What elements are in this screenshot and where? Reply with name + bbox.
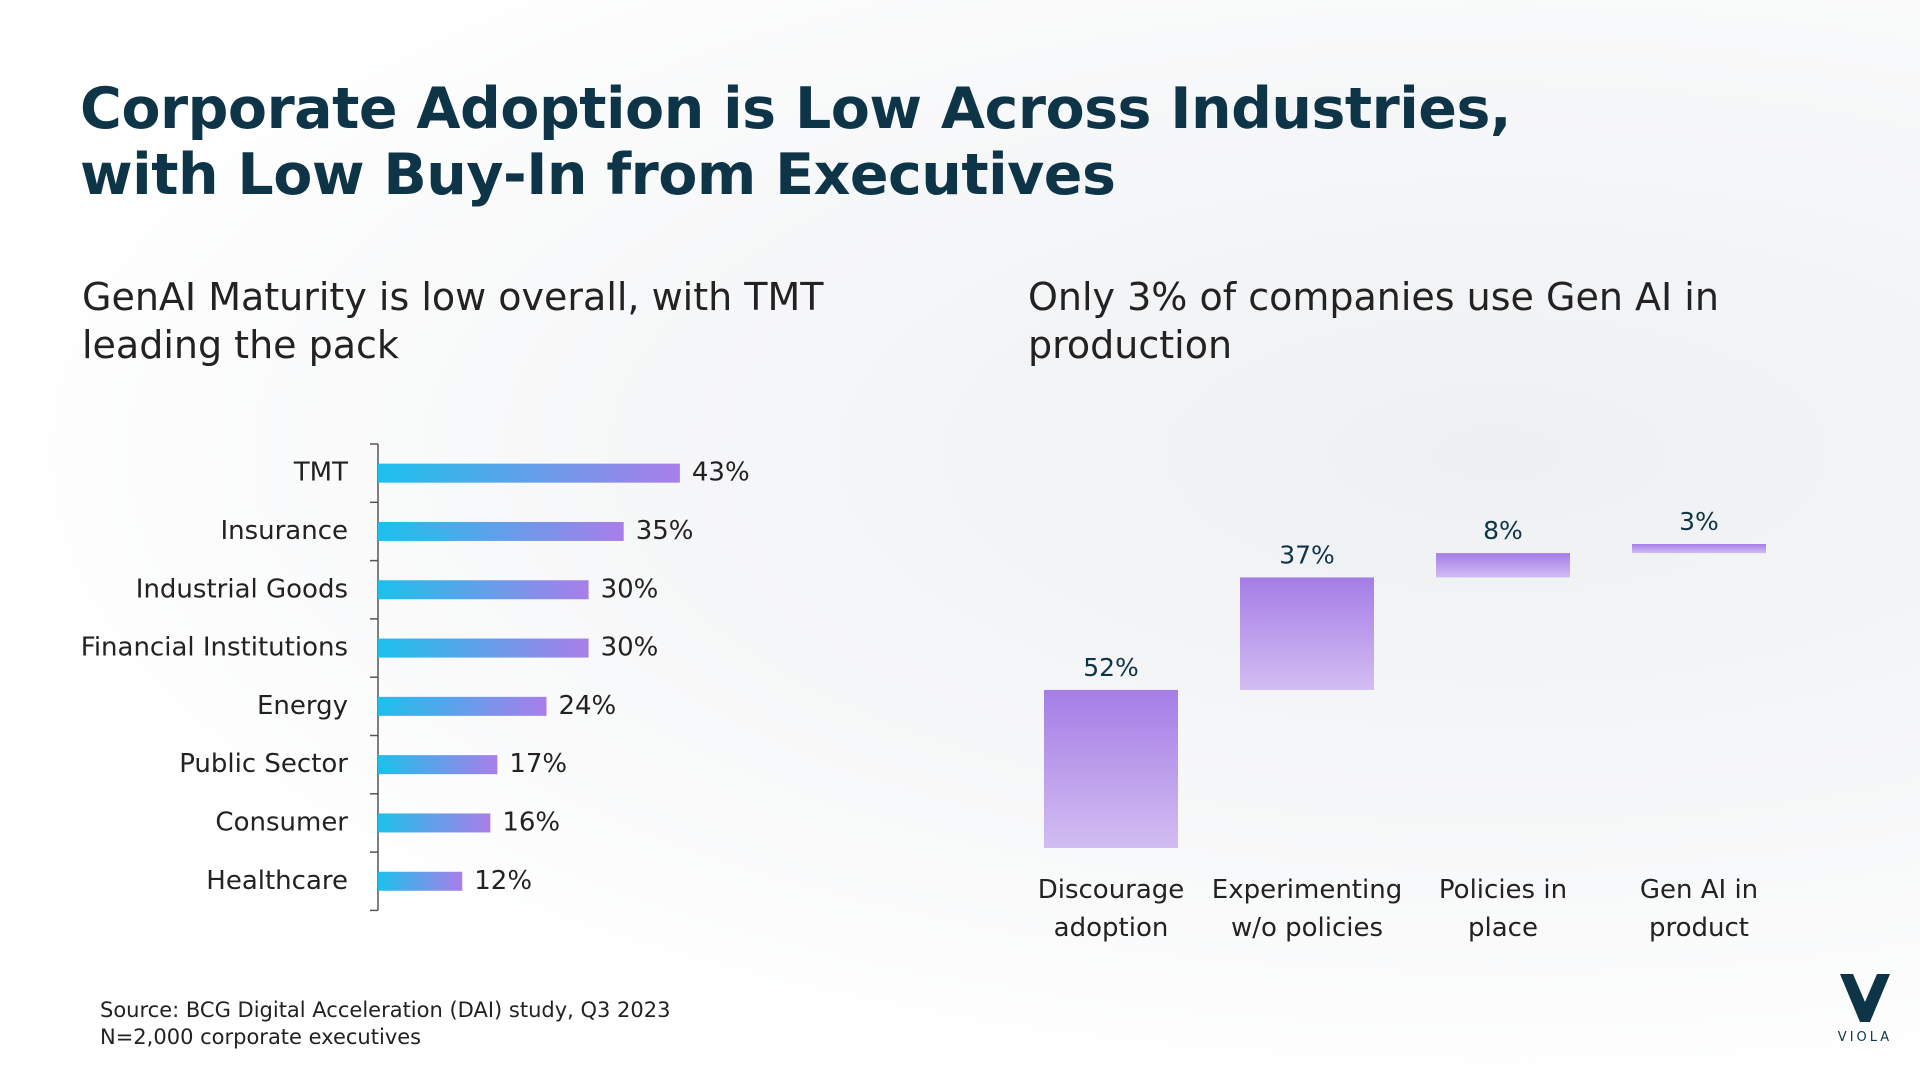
industry-maturity-bar-chart: TMT 43% Insurance 35% Industrial Goods 30% Fin… [81, 443, 750, 912]
sample-size-line: N=2,000 corporate executives [100, 1025, 422, 1049]
category-label: Public Sector [179, 749, 348, 779]
bar [378, 696, 547, 716]
value-label: 35% [636, 516, 694, 546]
category-label: TMT [293, 458, 348, 488]
category-label: Energy [257, 691, 348, 721]
category-label: Gen AI in product [1640, 875, 1758, 943]
value-label: 43% [692, 458, 750, 488]
waterfall-column [1632, 544, 1766, 554]
slide-title-line-1: Corporate Adoption is Low Across Industr… [80, 76, 1512, 142]
value-label: 37% [1279, 540, 1335, 569]
logo-text: VIOLA [1837, 1030, 1893, 1045]
left-chart-subtitle: GenAI Maturity is low overall, with TMT … [82, 275, 824, 367]
slide-title: Corporate Adoption is Low Across Industr… [80, 76, 1680, 208]
bar [378, 521, 624, 541]
value-label: 24% [558, 691, 616, 721]
waterfall-column [1044, 689, 1178, 848]
source-line: Source: BCG Digital Acceleration (DAI) s… [100, 998, 671, 1022]
value-label: 52% [1083, 653, 1139, 682]
category-label: Discourage adoption [1038, 875, 1185, 943]
category-label: Industrial Goods [136, 574, 348, 604]
value-label: 3% [1679, 507, 1719, 536]
waterfall-column [1436, 553, 1570, 578]
value-label: 17% [509, 749, 567, 779]
category-label: Policies in place [1439, 875, 1567, 943]
bar [378, 580, 589, 600]
adoption-waterfall-chart: 52% Discourage adoption 37% Experimenting w/o… [1038, 507, 1766, 943]
value-label: 8% [1483, 516, 1523, 545]
source-note: Source: BCG Digital Acceleration (DAI) s… [100, 997, 671, 1051]
category-label: Financial Institutions [81, 633, 348, 663]
value-label: 30% [601, 574, 659, 604]
viola-logo: VIOLA [1830, 972, 1900, 1045]
bar [378, 755, 498, 775]
bar [378, 871, 463, 891]
viola-logo-mark [1840, 974, 1890, 1022]
category-label: Insurance [220, 516, 348, 546]
waterfall-column [1240, 577, 1374, 690]
right-chart-subtitle: Only 3% of companies use Gen AI in produ… [1028, 275, 1719, 367]
bar [378, 638, 589, 658]
bar [378, 813, 491, 833]
value-label: 16% [502, 807, 560, 837]
slide-title-line-2: with Low Buy-In from Executives [80, 142, 1116, 208]
category-label: Consumer [215, 807, 348, 837]
category-label: Experimenting w/o policies [1212, 875, 1402, 943]
bar [378, 463, 680, 483]
value-label: 12% [474, 866, 532, 896]
value-label: 30% [601, 633, 659, 663]
category-label: Healthcare [206, 866, 348, 896]
